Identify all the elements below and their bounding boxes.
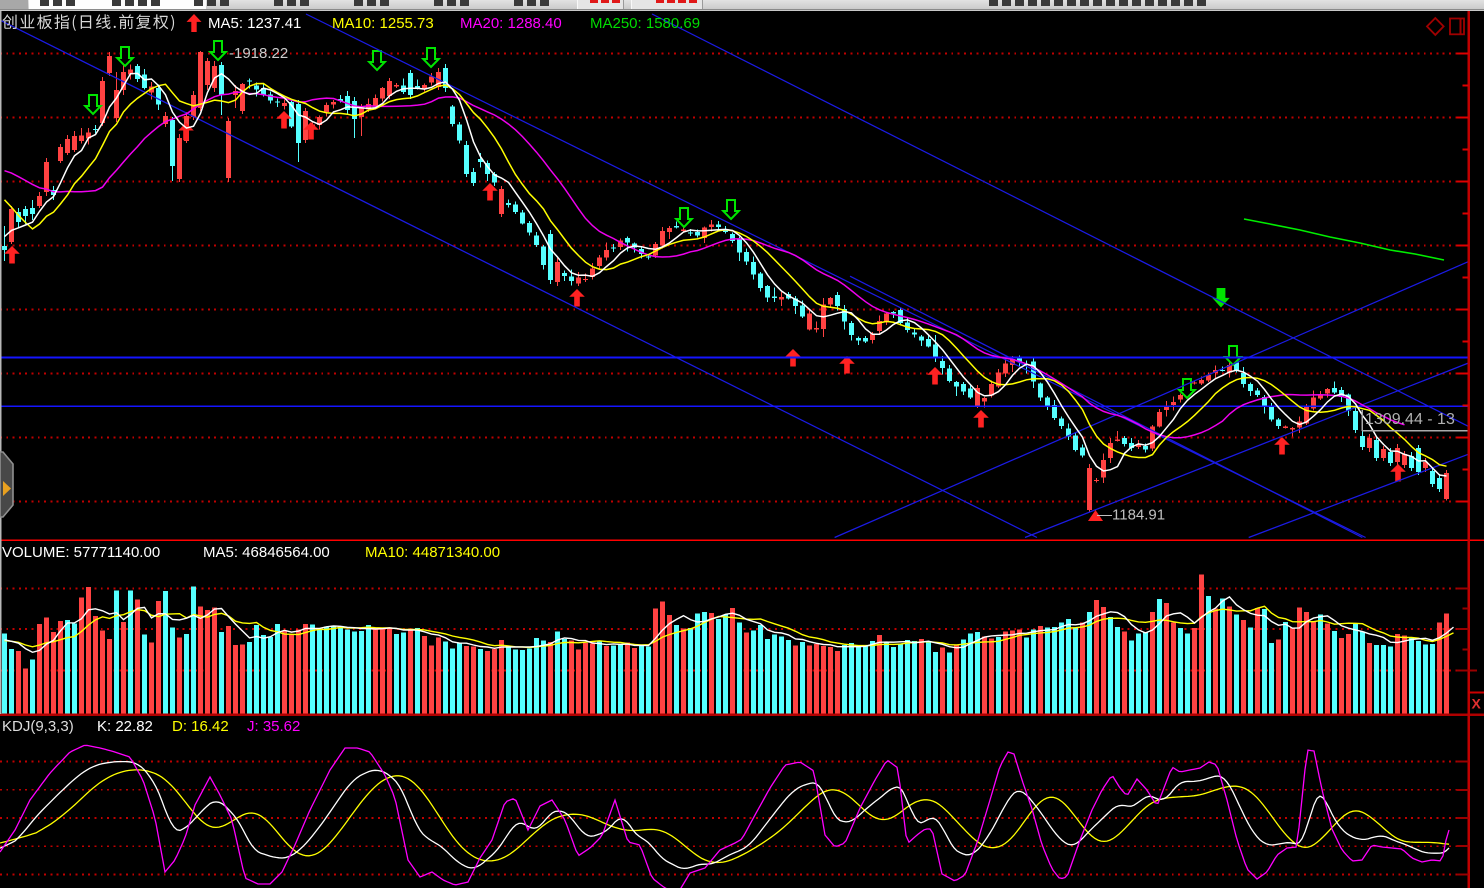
svg-text:K: 22.82: K: 22.82 [97, 718, 153, 735]
svg-text:—1184.91: —1184.91 [1097, 507, 1165, 524]
svg-text:D: 16.42: D: 16.42 [172, 718, 229, 735]
svg-text:KDJ(9,3,3): KDJ(9,3,3) [2, 718, 74, 735]
svg-text:MA5: 46846564.00: MA5: 46846564.00 [203, 544, 330, 561]
svg-text:MA250: 1580.69: MA250: 1580.69 [590, 15, 700, 32]
svg-text:MA10: 1255.73: MA10: 1255.73 [332, 15, 434, 32]
svg-text:MA10: 44871340.00: MA10: 44871340.00 [365, 544, 500, 561]
svg-text:-1918.22: -1918.22 [229, 45, 288, 62]
svg-text:MA20: 1288.40: MA20: 1288.40 [460, 15, 562, 32]
svg-text:X: X [1472, 696, 1482, 712]
svg-text:VOLUME: 57771140.00: VOLUME: 57771140.00 [2, 544, 160, 561]
svg-text:J: 35.62: J: 35.62 [247, 718, 300, 735]
svg-text:MA5: 1237.41: MA5: 1237.41 [208, 15, 301, 32]
svg-text:1309.44 - 13: 1309.44 - 13 [1365, 411, 1455, 428]
